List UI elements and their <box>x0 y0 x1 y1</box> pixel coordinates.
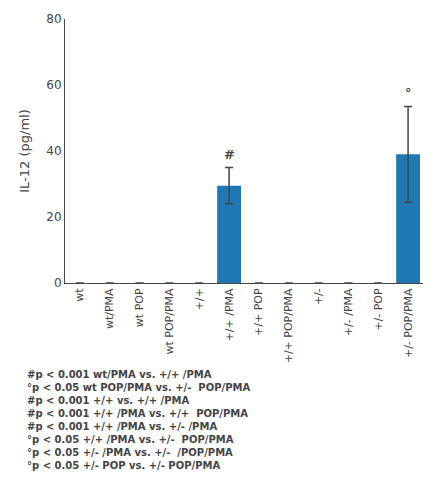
svg-text:40: 40 <box>46 144 61 158</box>
svg-text:°p < 0.05 +/+ /PMA vs. +/- PO: °p < 0.05 +/+ /PMA vs. +/- POP/PMA <box>27 434 234 445</box>
svg-text:°p < 0.05 +/- /PMA vs. +/- /P: °p < 0.05 +/- /PMA vs. +/- /POP/PMA <box>27 447 233 458</box>
svg-text:+/+: +/+ <box>193 288 206 310</box>
svg-text:+/+ POP/PMA: +/+ POP/PMA <box>282 288 295 363</box>
svg-text:20: 20 <box>46 210 61 224</box>
svg-text:+/- POP/PMA: +/- POP/PMA <box>402 288 415 358</box>
svg-text:#: # <box>224 147 235 162</box>
svg-text:60: 60 <box>46 78 61 92</box>
svg-text:IL-12 (pg/ml): IL-12 (pg/ml) <box>17 109 32 193</box>
svg-text:°: ° <box>405 85 412 100</box>
svg-text:#p < 0.001 +/+ /PMA vs. +/+ P: #p < 0.001 +/+ /PMA vs. +/+ POP/PMA <box>27 408 248 419</box>
svg-text:+/+ /PMA: +/+ /PMA <box>223 288 236 341</box>
svg-text:0: 0 <box>54 276 62 290</box>
svg-text:wt: wt <box>73 288 86 302</box>
svg-text:+/+ POP: +/+ POP <box>252 288 265 336</box>
svg-text:wt POP/PMA: wt POP/PMA <box>163 288 176 355</box>
svg-text:80: 80 <box>46 12 61 26</box>
svg-text:+/-: +/- <box>312 288 325 305</box>
svg-text:#p < 0.001 +/+ /PMA vs. +/- /P: #p < 0.001 +/+ /PMA vs. +/- /PMA <box>27 421 217 432</box>
svg-text:#p < 0.001 +/+ vs. +/+ /PMA: #p < 0.001 +/+ vs. +/+ /PMA <box>27 395 189 406</box>
svg-text:#p < 0.001 wt/PMA vs. +/+ /PMA: #p < 0.001 wt/PMA vs. +/+ /PMA <box>27 369 212 380</box>
svg-text:°p < 0.05 wt POP/PMA vs. +/-: °p < 0.05 wt POP/PMA vs. +/- POP/PMA <box>27 382 250 393</box>
svg-text:°p < 0.05 +/- POP vs. +/- POP/: °p < 0.05 +/- POP vs. +/- POP/PMA <box>27 460 220 471</box>
svg-text:wt/PMA: wt/PMA <box>103 288 116 329</box>
svg-text:wt POP: wt POP <box>133 288 146 327</box>
svg-text:+/- /PMA: +/- /PMA <box>342 288 355 336</box>
svg-text:+/- POP: +/- POP <box>372 288 385 331</box>
